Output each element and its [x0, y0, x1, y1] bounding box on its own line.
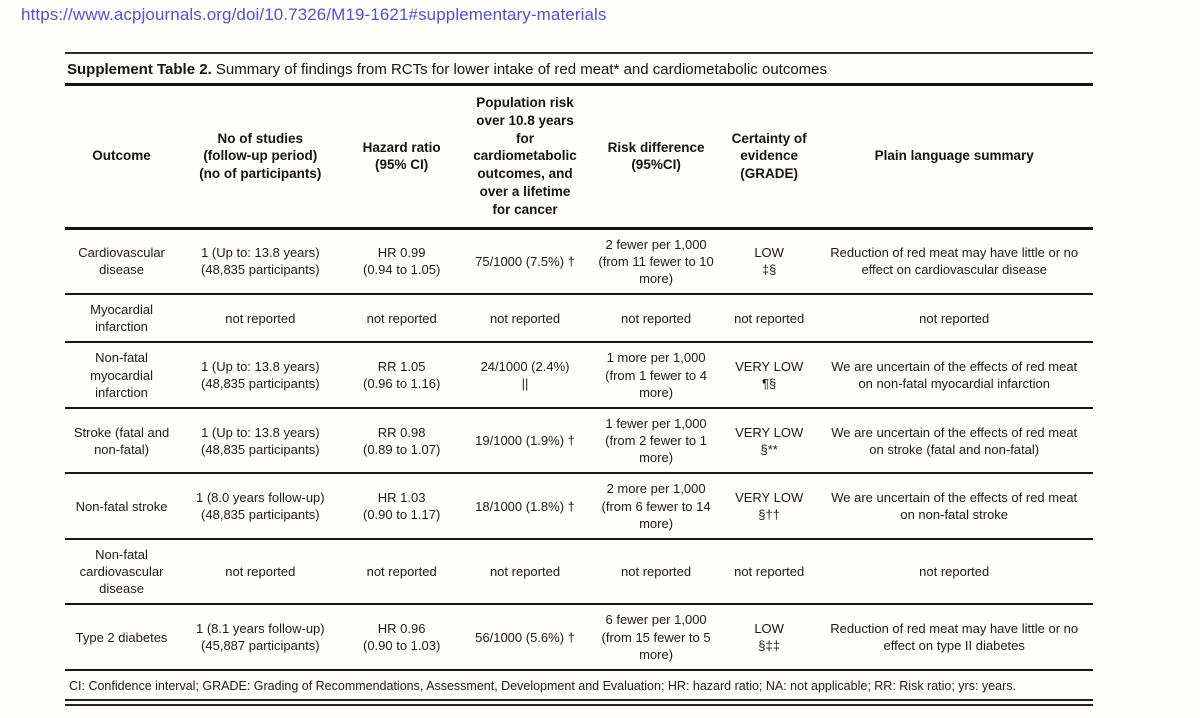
- data-cell: 18/1000 (1.8%) †: [475, 498, 575, 514]
- table-title-text: Summary of findings from RCTs for lower …: [215, 61, 828, 78]
- data-cell: not reported: [621, 310, 692, 326]
- data-cell: RR 1.05 (0.96 to 1.16): [362, 359, 441, 392]
- column-header: Outcome: [92, 148, 151, 164]
- data-cell: not reported: [366, 310, 437, 326]
- supplement-table-2: Supplement Table 2. Summary of findings …: [65, 52, 1093, 706]
- outcome-cell: Cardiovascular disease: [78, 245, 165, 278]
- data-cell: not reported: [734, 564, 805, 580]
- data-cell: not reported: [489, 564, 561, 580]
- table-header: Outcome No of studies (follow-up period) …: [65, 86, 1093, 229]
- table-row: Non-fatal stroke 1 (8.0 years follow-up) …: [65, 473, 1093, 539]
- data-cell: 24/1000 (2.4%) ||: [480, 359, 570, 392]
- data-cell: not reported: [366, 564, 437, 580]
- column-header: Hazard ratio (95% CI): [362, 139, 441, 173]
- column-header: Population risk over 10.8 years for card…: [473, 95, 577, 217]
- data-cell: HR 1.03 (0.90 to 1.17): [362, 489, 441, 523]
- column-header: Risk difference (95%CI): [607, 139, 705, 173]
- data-cell: not reported: [225, 564, 296, 580]
- data-cell: 1 more per 1,000 (from 1 fewer to 4 more…: [605, 350, 708, 400]
- table-row: Myocardial infarction not reported not rep…: [65, 294, 1093, 343]
- data-cell: 19/1000 (1.9%) †: [475, 433, 575, 449]
- data-cell: 1 (Up to: 13.8 years) (48,835 participan…: [201, 359, 320, 392]
- column-header: No of studies (follow-up period) (no of …: [199, 130, 322, 182]
- data-cell: Reduction of red meat may have little or…: [830, 245, 1079, 278]
- table-title-label: Supplement Table 2.: [67, 61, 212, 78]
- data-cell: VERY LOW §††: [735, 489, 804, 523]
- data-cell: not reported: [621, 564, 692, 580]
- column-header: Certainty of evidence (GRADE): [731, 130, 807, 182]
- data-cell: 1 (8.0 years follow-up) (48,835 particip…: [196, 489, 325, 523]
- data-cell: 75/1000 (7.5%) †: [475, 253, 575, 269]
- data-cell: not reported: [734, 310, 805, 326]
- data-cell: not reported: [919, 310, 990, 326]
- data-cell: RR 0.98 (0.89 to 1.07): [362, 424, 441, 457]
- data-cell: not reported: [919, 564, 990, 580]
- table-body: Cardiovascular disease 1 (Up to: 13.8 yea…: [65, 228, 1093, 670]
- outcome-cell: Non-fatal stroke: [75, 498, 168, 514]
- data-cell: not reported: [489, 310, 561, 326]
- data-cell: 2 more per 1,000 (from 6 fewer to 14 mor…: [601, 481, 711, 531]
- data-cell: 56/1000 (5.6%) †: [475, 629, 575, 645]
- table-row: Stroke (fatal and non-fatal) 1 (Up to: 13…: [65, 408, 1093, 474]
- table-footnote: CI: Confidence interval; GRADE: Grading …: [69, 678, 1016, 693]
- outcome-cell: Non-fatal myocardial infarction: [90, 350, 153, 400]
- data-cell: 2 fewer per 1,000 (from 11 fewer to 10 m…: [598, 236, 714, 286]
- table-title: Supplement Table 2. Summary of findings …: [65, 52, 1093, 86]
- outcome-cell: Type 2 diabetes: [75, 629, 168, 645]
- bottom-rule: [65, 698, 1093, 706]
- outcome-cell: Non-fatal cardiovascular disease: [79, 546, 164, 597]
- column-header: Plain language summary: [874, 148, 1034, 164]
- table-row: Non-fatal cardiovascular disease not repo…: [65, 539, 1093, 605]
- summary-of-findings-table: Outcome No of studies (follow-up period) …: [65, 86, 1093, 671]
- header-row: Outcome No of studies (follow-up period) …: [65, 86, 1093, 229]
- data-cell: We are uncertain of the effects of red m…: [831, 424, 1078, 457]
- data-cell: HR 0.99 (0.94 to 1.05): [362, 245, 441, 278]
- outcome-cell: Stroke (fatal and non-fatal): [73, 424, 170, 457]
- data-cell: 1 fewer per 1,000 (from 2 fewer to 1 mor…: [605, 415, 708, 466]
- supplementary-materials-link[interactable]: https://www.acpjournals.org/doi/10.7326/…: [21, 5, 607, 24]
- data-cell: VERY LOW §**: [735, 424, 804, 457]
- outcome-cell: Myocardial infarction: [90, 302, 153, 335]
- data-cell: HR 0.96 (0.90 to 1.03): [362, 620, 441, 654]
- data-cell: LOW §‡‡: [754, 620, 784, 654]
- data-cell: 1 (Up to: 13.8 years) (48,835 participan…: [201, 424, 320, 457]
- data-cell: We are uncertain of the effects of red m…: [831, 359, 1078, 392]
- data-cell: not reported: [225, 310, 296, 326]
- data-cell: 1 (Up to: 13.8 years) (48,835 participan…: [201, 245, 320, 278]
- data-cell: We are uncertain of the effects of red m…: [831, 489, 1078, 523]
- table-row: Type 2 diabetes 1 (8.1 years follow-up) (…: [65, 604, 1093, 670]
- table-row: Cardiovascular disease 1 (Up to: 13.8 yea…: [65, 228, 1093, 295]
- data-cell: Reduction of red meat may have little or…: [830, 620, 1079, 654]
- data-cell: VERY LOW ¶§: [735, 359, 804, 392]
- data-cell: 6 fewer per 1,000 (from 15 fewer to 5 mo…: [601, 612, 711, 662]
- data-cell: 1 (8.1 years follow-up) (45,887 particip…: [196, 620, 325, 654]
- table-row: Non-fatal myocardial infarction 1 (Up to:…: [65, 342, 1093, 408]
- data-cell: LOW ‡§: [754, 245, 784, 278]
